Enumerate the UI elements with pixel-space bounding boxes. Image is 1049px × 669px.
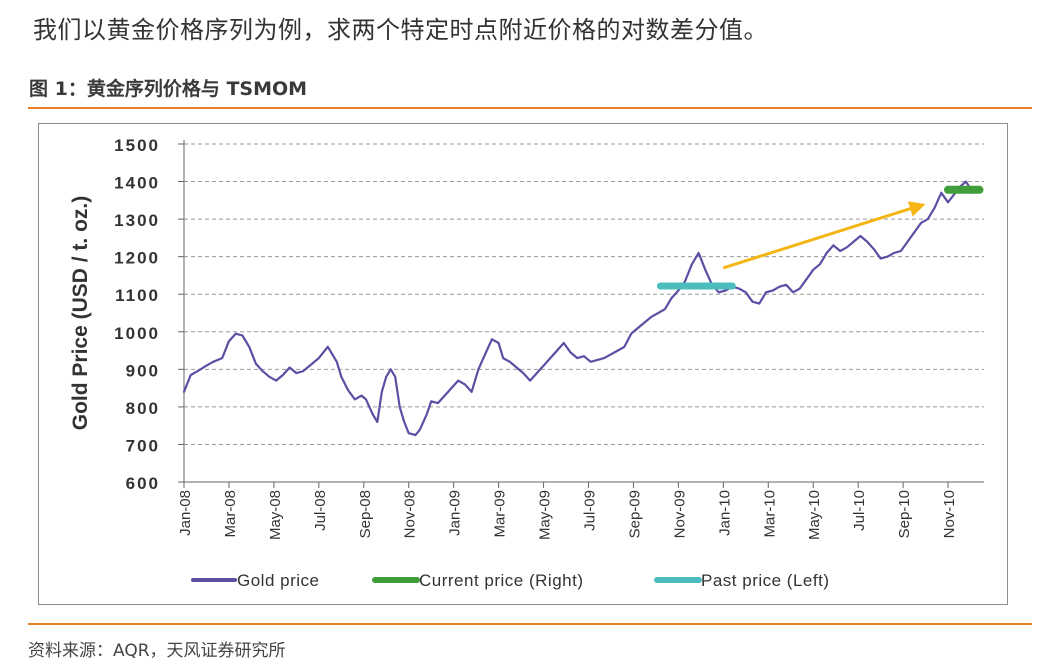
y-tick-label: 600: [126, 474, 160, 493]
x-tick-label: May-09: [537, 490, 554, 540]
x-tick-label: Jan-09: [447, 490, 464, 536]
x-tick-label: Mar-10: [761, 490, 778, 538]
annotation-arrow: [722, 203, 923, 270]
legend-label: Current price (Right): [419, 571, 584, 590]
figure-title: 图 1：黄金序列价格与 TSMOM: [29, 78, 308, 100]
x-tick-label: Jan-10: [716, 490, 733, 536]
x-tick-label: Nov-09: [671, 490, 688, 538]
y-tick-label: 1200: [114, 249, 160, 268]
top-divider: [28, 107, 1032, 109]
y-tick-label: 700: [126, 436, 160, 455]
x-tick-label: Mar-09: [492, 490, 509, 538]
x-tick-label: Sep-09: [626, 490, 643, 538]
legend-label: Gold price: [237, 571, 319, 590]
x-tick-label: Jan-08: [177, 490, 194, 536]
intro-text: 我们以黄金价格序列为例，求两个特定时点附近价格的对数差分值。: [33, 16, 768, 44]
y-tick-label: 1100: [115, 286, 160, 305]
x-tick-label: Sep-10: [896, 490, 913, 538]
x-tick-label: Mar-08: [222, 490, 239, 538]
x-tick-label: Jul-08: [312, 490, 329, 531]
x-tick-label: Nov-10: [941, 490, 958, 538]
y-tick-label: 1400: [114, 174, 160, 193]
chart-frame: 600 700 800 900 1000 1100 1200 1300 1400 1500 Jan…: [38, 123, 1008, 605]
legend-label: Past price (Left): [701, 571, 830, 590]
x-tick-labels: Jan-08 Mar-08 May-08 Jul-08 Sep-08 Nov-08 Jan-…: [177, 490, 958, 540]
y-tick-label: 1300: [114, 211, 160, 230]
axes: [178, 140, 984, 488]
grid-lines: [184, 143, 984, 445]
series-line-gold-price: [182, 180, 981, 437]
annotation-arrow-head: [907, 201, 926, 217]
y-tick-label: 800: [126, 399, 160, 418]
x-tick-label: Jul-10: [851, 490, 868, 531]
y-tick-label: 1500: [114, 136, 160, 155]
x-tick-label: May-10: [806, 490, 823, 540]
y-tick-labels: 600 700 800 900 1000 1100 1200 1300 1400 1500: [114, 136, 160, 493]
x-tick-label: Jul-09: [581, 490, 598, 531]
legend: Gold price Current price (Right) Past pric…: [191, 571, 830, 590]
gold-price-chart: 600 700 800 900 1000 1100 1200 1300 1400 1500 Jan…: [69, 136, 984, 590]
x-tick-label: Sep-08: [357, 490, 374, 538]
y-axis-label: Gold Price (USD / t. oz.): [69, 196, 92, 431]
source-note: 资料来源：AQR，天风证券研究所: [28, 641, 286, 661]
series-layer: [182, 180, 984, 437]
y-tick-label: 900: [126, 361, 160, 380]
y-tick-label: 1000: [114, 324, 160, 343]
x-tick-label: May-08: [267, 490, 284, 540]
x-tick-label: Nov-08: [402, 490, 419, 538]
bottom-divider: [28, 623, 1032, 625]
